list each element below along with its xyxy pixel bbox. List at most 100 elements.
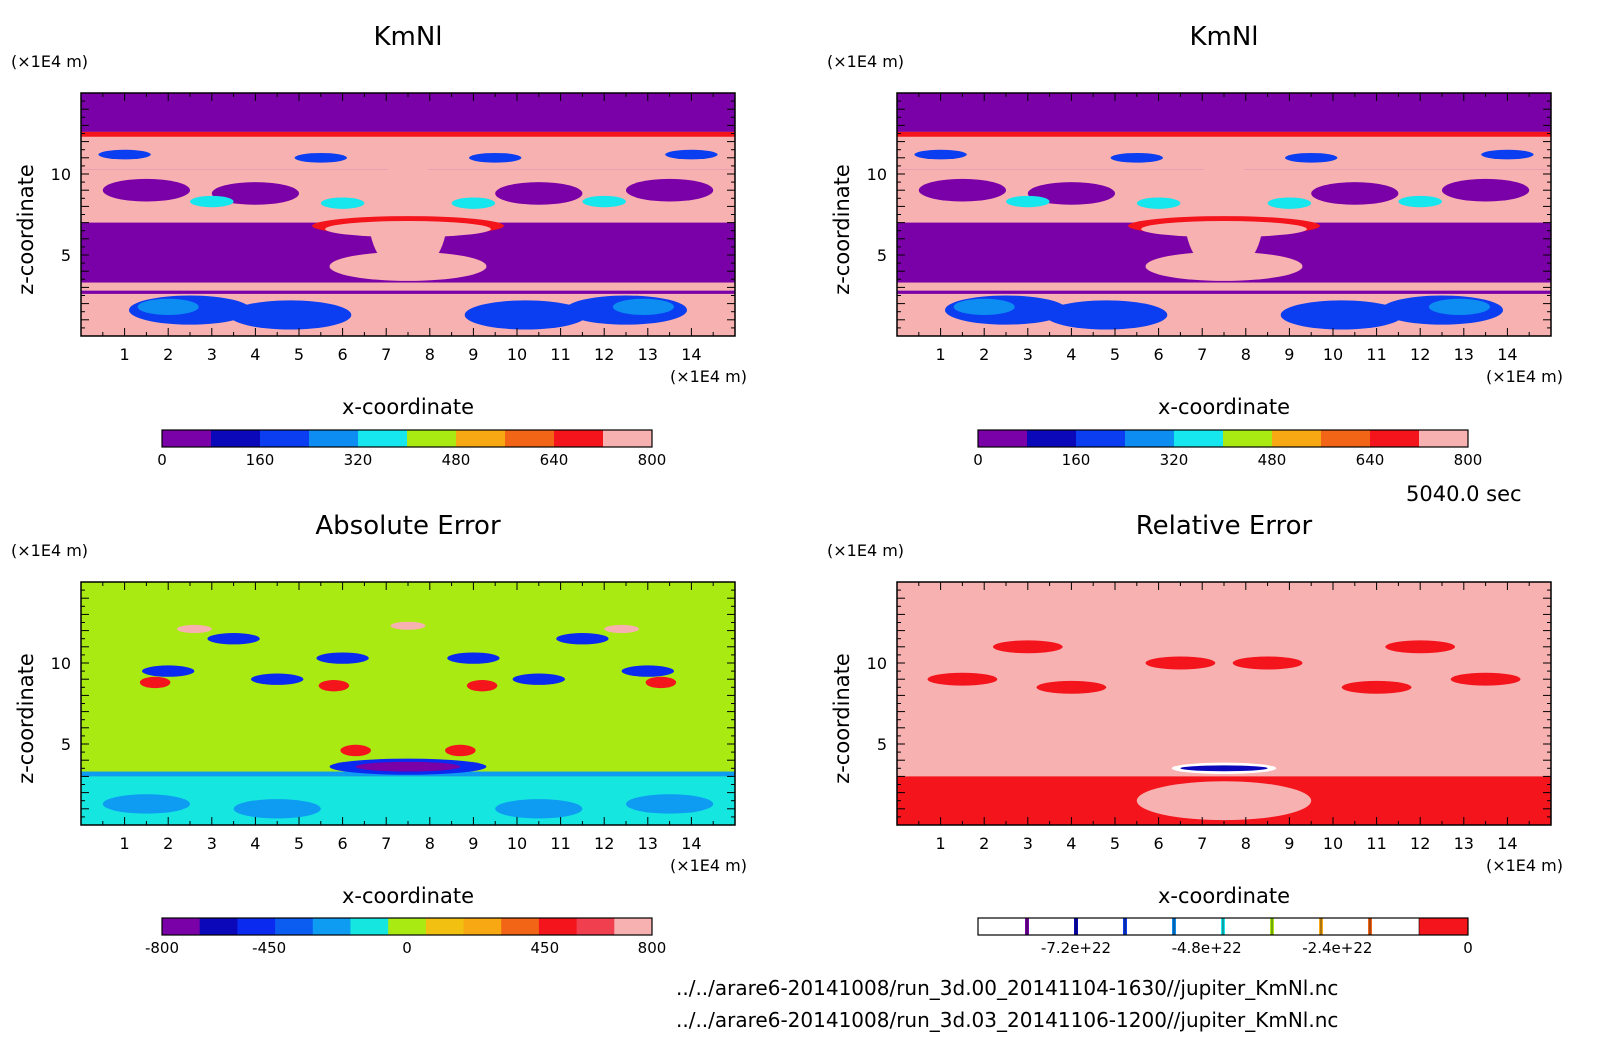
colorbar-swatch <box>1272 918 1322 935</box>
colorbar-tick-label: -800 <box>145 939 179 957</box>
x-tick-label: 4 <box>1066 345 1076 364</box>
colorbar-swatch <box>1370 430 1420 447</box>
y-tick-label: 5 <box>61 735 71 754</box>
x-unit: (×1E4 m) <box>670 856 747 875</box>
mid-cyan-0 <box>1006 195 1050 208</box>
colorbar-tick-label: 640 <box>1356 451 1385 469</box>
low-lb-3 <box>626 794 714 814</box>
colorbar-swatch <box>1027 918 1077 935</box>
file-path-2: ../../arare6-20141008/run_3d.03_20141106… <box>676 1008 1339 1032</box>
colorbar-tick-label: -450 <box>252 939 286 957</box>
time-label: 5040.0 sec <box>1406 482 1522 506</box>
x-tick-label: 6 <box>338 834 348 853</box>
x-tick-label: 6 <box>338 345 348 364</box>
blue-1 <box>251 673 304 685</box>
upper-blue-3 <box>665 149 718 160</box>
colorbar-tick-label: 800 <box>638 939 667 957</box>
colorbar-frame <box>977 917 1469 936</box>
x-tick-label: 11 <box>550 834 570 853</box>
red-0 <box>139 676 171 689</box>
x-tick-label: 14 <box>1497 834 1517 853</box>
colorbar-tick-label: 0 <box>1463 939 1473 957</box>
low-lb-1 <box>1428 298 1490 315</box>
x-tick-label: 5 <box>294 834 304 853</box>
red-0 <box>927 672 998 686</box>
contour-field <box>81 582 735 825</box>
x-tick-label: 5 <box>1110 345 1120 364</box>
colorbar-tick-label: 800 <box>638 451 667 469</box>
cell-2 <box>495 182 583 205</box>
red-1 <box>1036 680 1107 694</box>
x-tick-label: 7 <box>381 345 391 364</box>
colorbar: -800 -450 0 450 800 <box>145 917 667 957</box>
colorbar-swatch <box>309 430 359 447</box>
x-tick-label: 4 <box>250 345 260 364</box>
x-tick-label: 5 <box>294 345 304 364</box>
y-axis-label: z-coordinate <box>830 653 854 784</box>
colorbar-swatch <box>162 430 212 447</box>
colorbar: 0 160 320 480 640 800 <box>157 429 667 469</box>
cell-1 <box>1027 182 1115 205</box>
plume-inner <box>1141 220 1307 238</box>
x-tick-label: 11 <box>1366 345 1386 364</box>
contour-field <box>81 93 735 336</box>
pink-1 <box>390 621 426 630</box>
colorbar-swatch <box>358 430 408 447</box>
colorbar-swatch <box>350 918 389 935</box>
mid-cyan-3 <box>582 195 626 208</box>
colorbar-swatch <box>407 430 457 447</box>
cell-2 <box>1311 182 1399 205</box>
x-tick-label: 4 <box>250 834 260 853</box>
low-blue-2 <box>464 300 587 330</box>
x-tick-label: 2 <box>979 345 989 364</box>
colorbar-tick-label: 160 <box>1062 451 1091 469</box>
x-tick-label: 1 <box>120 345 130 364</box>
x-tick-label: 10 <box>1323 345 1343 364</box>
low-lb-0 <box>953 298 1015 315</box>
y-tick-label: 10 <box>51 654 71 673</box>
blue-7 <box>447 652 500 664</box>
plume-head <box>1145 251 1303 281</box>
x-tick-label: 9 <box>1284 345 1294 364</box>
x-tick-label: 10 <box>507 345 527 364</box>
mid-cyan-2 <box>1267 197 1312 209</box>
y-tick-label: 10 <box>51 165 71 184</box>
x-tick-label: 8 <box>1241 834 1251 853</box>
colorbar-swatch <box>1272 430 1322 447</box>
colorbar-tick-label: -7.2e+22 <box>1041 939 1111 957</box>
y-axis-label: z-coordinate <box>830 164 854 295</box>
x-tick-label: 4 <box>1066 834 1076 853</box>
mid-cyan-1 <box>1136 197 1181 209</box>
x-tick-label: 6 <box>1154 345 1164 364</box>
red-2 <box>466 680 498 692</box>
chart-title: Absolute Error <box>315 511 501 541</box>
pink-0 <box>176 624 212 634</box>
colorbar-swatch <box>425 918 465 935</box>
colorbar-tick-label: 450 <box>530 939 559 957</box>
y-tick-label: 10 <box>867 654 887 673</box>
x-tick-label: 3 <box>207 345 217 364</box>
red-5 <box>1385 640 1456 654</box>
x-tick-label: 3 <box>1023 345 1033 364</box>
x-tick-label: 13 <box>1454 345 1474 364</box>
x-tick-label: 13 <box>1454 834 1474 853</box>
blue-0 <box>142 665 195 677</box>
colorbar-swatch <box>1125 918 1175 935</box>
x-tick-label: 11 <box>550 345 570 364</box>
cell-3 <box>626 178 714 202</box>
x-tick-label: 10 <box>1323 834 1343 853</box>
mid-cyan-2 <box>451 197 496 209</box>
colorbar: 0 160 320 480 640 800 <box>973 429 1482 469</box>
y-unit: (×1E4 m) <box>11 52 88 71</box>
x-tick-label: 13 <box>638 345 658 364</box>
x-unit: (×1E4 m) <box>1486 856 1563 875</box>
colorbar-swatch <box>1223 918 1273 935</box>
colorbar-swatch <box>1174 918 1224 935</box>
x-tick-label: 7 <box>381 834 391 853</box>
blue-4 <box>207 633 260 645</box>
upper-blue-2 <box>1285 152 1338 163</box>
colorbar-swatch <box>978 918 1028 935</box>
x-axis-label: x-coordinate <box>1158 395 1290 419</box>
colorbar-swatch <box>162 918 201 935</box>
